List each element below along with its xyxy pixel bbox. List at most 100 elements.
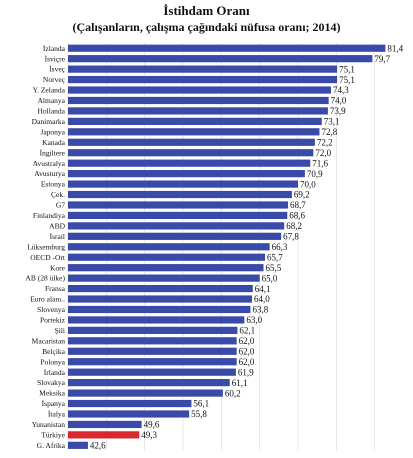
value-label: 49,6 (144, 420, 160, 430)
value-label: 70,0 (300, 179, 316, 189)
category-label: AB (28 ülke) (25, 274, 65, 283)
category-label: Almanya (38, 96, 66, 105)
category-label: OECD -Ort (30, 253, 66, 262)
value-label: 73,1 (324, 117, 340, 127)
value-label: 62,0 (239, 346, 255, 356)
category-label: Macaristan (32, 336, 66, 345)
category-label: İsveç (49, 65, 65, 74)
category-label: Polonya (40, 357, 65, 366)
bar-5 (68, 96, 329, 105)
chart-subtitle: (Çalışanların, çalışma çağındaki nüfusa … (72, 20, 341, 34)
bar-34 (68, 399, 192, 408)
category-label: Yunanistan (32, 420, 66, 429)
bar-4 (68, 86, 331, 94)
category-label: Finlandiya (33, 211, 66, 220)
category-label: İspanya (42, 399, 66, 408)
value-label: 61,9 (238, 367, 254, 377)
bar-8 (68, 128, 320, 136)
value-label: 56,1 (193, 399, 209, 409)
value-label: 65,0 (262, 273, 278, 283)
category-label: Hollanda (38, 107, 66, 116)
bar-27 (68, 326, 238, 334)
category-label: Slovakya (37, 378, 66, 387)
category-label: İtalya (48, 410, 66, 419)
category-label: Y. Zelanda (33, 86, 66, 95)
bar-3 (68, 75, 338, 84)
bar-33 (68, 389, 223, 397)
category-label: Japonya (40, 127, 65, 136)
chart-title: İstihdam Oranı (163, 3, 250, 18)
bar-10 (68, 149, 314, 157)
value-label: 55,8 (191, 409, 207, 419)
bar-22 (68, 274, 260, 282)
category-label: İngiltere (40, 148, 66, 157)
category-label: Estonya (41, 180, 66, 189)
value-label: 63,0 (246, 315, 262, 325)
category-label: İsrail (50, 232, 65, 241)
bar-16 (68, 211, 288, 220)
category-label: Norveç (43, 75, 66, 84)
bar-36 (68, 420, 142, 429)
bar-0 (68, 44, 386, 52)
value-label: 81,4 (387, 43, 403, 53)
value-label: 62,1 (239, 326, 255, 336)
category-label: Şili (55, 326, 65, 335)
value-label: 63,8 (252, 305, 268, 315)
value-label: 72,2 (317, 137, 333, 147)
category-label: G7 (56, 201, 65, 210)
value-label: 67,8 (283, 232, 299, 242)
category-label: İrlanda (44, 368, 66, 377)
bar-6 (68, 107, 328, 115)
category-label: Türkiye (41, 430, 65, 439)
value-label: 62,0 (239, 336, 255, 346)
bar-38 (68, 441, 88, 449)
bar-7 (68, 117, 322, 125)
bar-12 (68, 170, 305, 178)
category-label: Danimarka (32, 117, 66, 126)
bars (68, 44, 386, 449)
category-label: Lüksemburg (27, 242, 65, 251)
value-label: 74,0 (331, 96, 347, 106)
value-label: 73,9 (330, 106, 346, 116)
value-label: 69,2 (294, 190, 310, 200)
bar-20 (68, 253, 266, 261)
value-label: 68,2 (286, 221, 302, 231)
category-label: Meksika (39, 389, 66, 398)
bar-32 (68, 379, 230, 387)
category-label: Fransa (45, 284, 66, 293)
value-label: 61,1 (232, 378, 248, 388)
bar-37 (68, 431, 140, 439)
category-label: İsviçre (45, 54, 66, 63)
value-label: 71,6 (312, 158, 328, 168)
value-label: 62,0 (239, 357, 255, 367)
bar-14 (68, 190, 292, 199)
bar-28 (68, 337, 237, 345)
bar-23 (68, 284, 253, 293)
value-label: 65,7 (267, 252, 283, 262)
value-label: 79,7 (374, 54, 390, 64)
category-label: Belçika (42, 347, 66, 356)
category-label: Çek. (51, 190, 65, 199)
bar-24 (68, 295, 252, 303)
category-label: İzlanda (43, 44, 66, 53)
value-label: 66,3 (272, 242, 288, 252)
value-label: 68,7 (290, 200, 306, 210)
category-label: Portekiz (40, 316, 66, 325)
value-label: 60,2 (225, 388, 241, 398)
value-label: 49,3 (141, 430, 157, 440)
value-label: 72,8 (321, 127, 337, 137)
category-label: Kore (50, 263, 66, 272)
category-label: Kanada (42, 138, 66, 147)
category-label: G. Afrika (37, 441, 66, 450)
value-label: 70,9 (307, 169, 323, 179)
value-label: 64,0 (254, 294, 270, 304)
value-label: 75,1 (339, 64, 355, 74)
bar-17 (68, 222, 285, 230)
value-label: 72,0 (315, 148, 331, 158)
value-label: 74,3 (333, 85, 349, 95)
bar-1 (68, 55, 373, 63)
category-label: Slovenya (37, 305, 66, 314)
value-label: 68,6 (289, 211, 305, 221)
bar-9 (68, 138, 315, 146)
